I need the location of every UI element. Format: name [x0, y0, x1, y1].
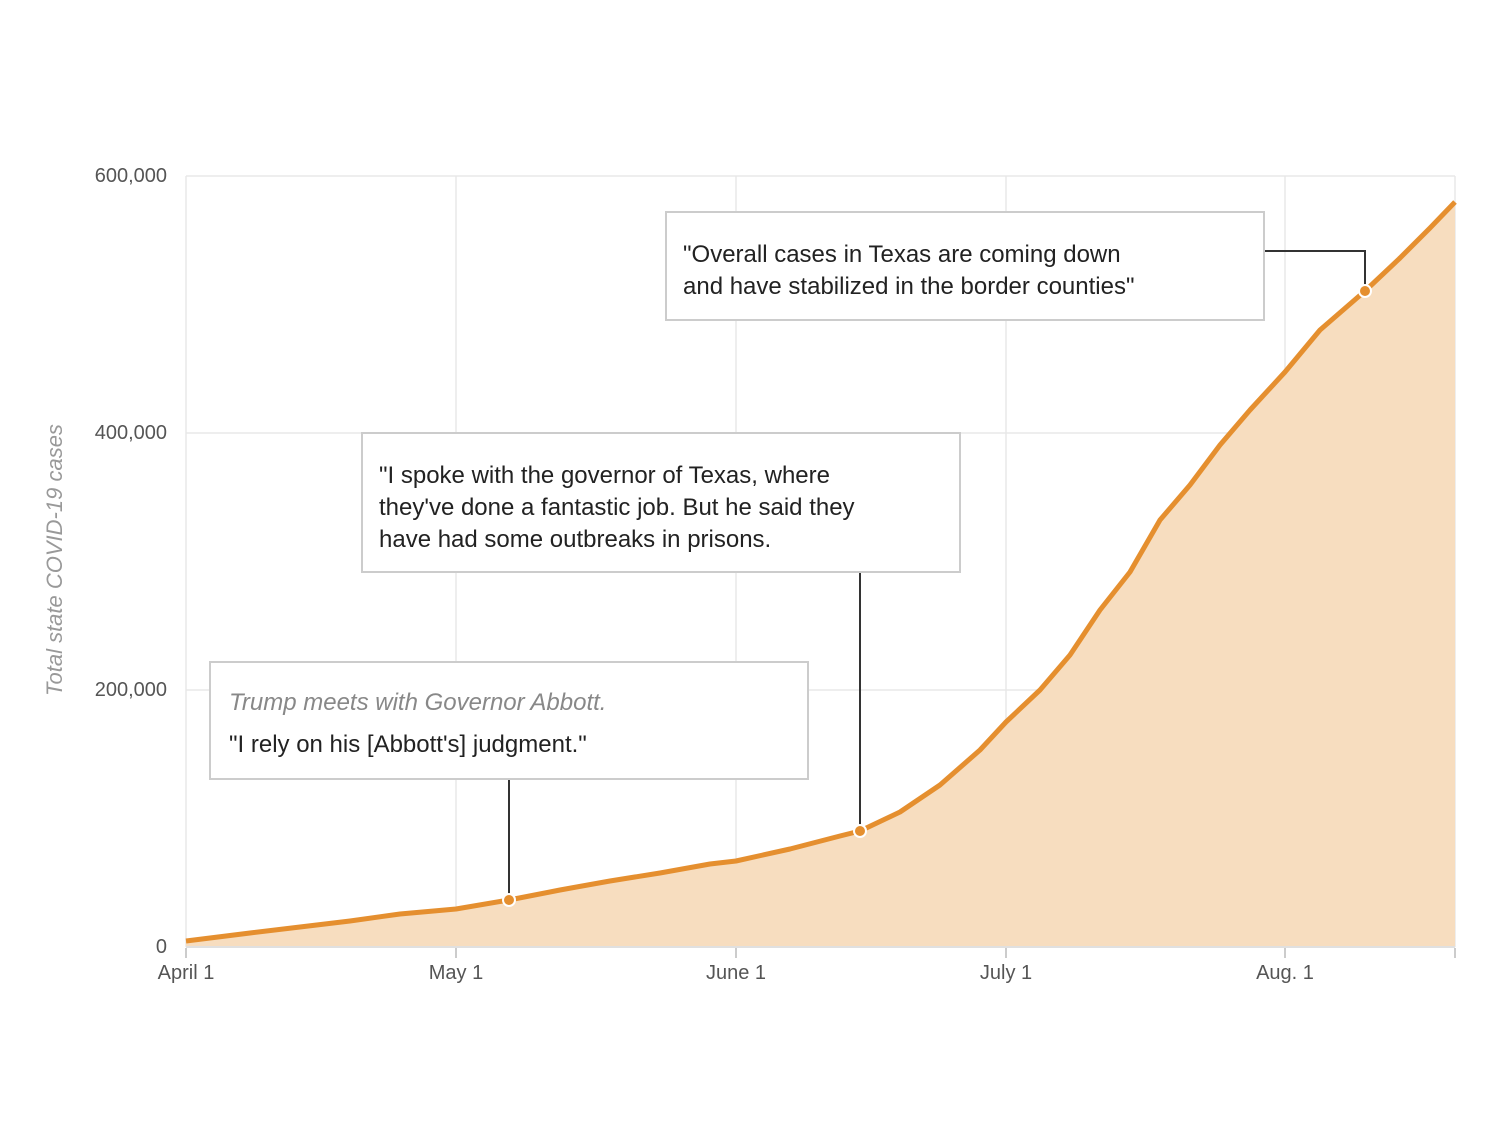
area-fill	[186, 202, 1455, 947]
annotation-quote: "I rely on his [Abbott's] judgment."	[229, 731, 587, 758]
y-tick-600000: 600,000	[94, 165, 167, 187]
annotation-line: "I spoke with the governor of Texas, whe…	[379, 462, 830, 489]
annotation-line: have had some outbreaks in prisons.	[379, 526, 772, 553]
annotation-line: "Overall cases in Texas are coming down	[683, 241, 1121, 268]
marker-june[interactable]	[853, 824, 867, 838]
y-tick-400000: 400,000	[94, 422, 167, 444]
x-tick-july: July 1	[979, 962, 1033, 984]
annotation-markers	[502, 284, 1372, 907]
x-tick-aug: Aug. 1	[1256, 962, 1314, 984]
annotation-border-counties: "Overall cases in Texas are coming down …	[665, 211, 1265, 321]
y-tick-0: 0	[155, 936, 167, 958]
x-tick-june: June 1	[705, 962, 767, 984]
x-tick-may: May 1	[428, 962, 484, 984]
annotation-connectors	[508, 250, 1366, 900]
y-tick-200000: 200,000	[94, 679, 167, 701]
annotation-prisons: "I spoke with the governor of Texas, whe…	[361, 432, 961, 573]
annotation-line: they've done a fantastic job. But he sai…	[379, 494, 855, 521]
y-axis-label: Total state COVID-19 cases	[42, 424, 67, 696]
annotation-abbott-meeting: Trump meets with Governor Abbott. "I rel…	[209, 661, 809, 780]
annotation-line: and have stabilized in the border counti…	[683, 273, 1135, 300]
x-tick-april: April 1	[157, 962, 215, 984]
x-axis-ticks	[185, 948, 1456, 958]
marker-may[interactable]	[502, 893, 516, 907]
annotation-lead: Trump meets with Governor Abbott.	[229, 689, 607, 716]
marker-aug[interactable]	[1358, 284, 1372, 298]
cases-line	[185, 200, 1457, 944]
